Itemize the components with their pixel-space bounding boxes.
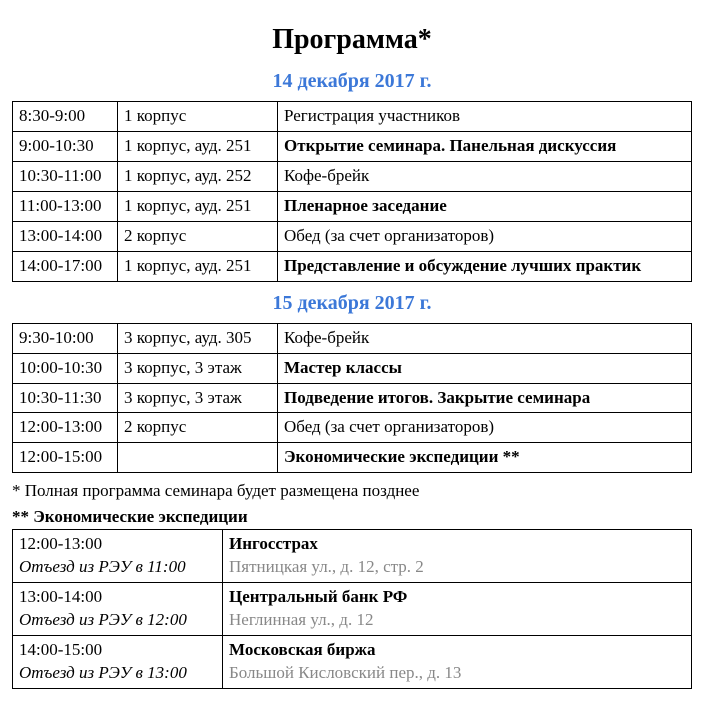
time-cell: 14:00-17:00	[13, 251, 118, 281]
desc-cell: Представление и обсуждение лучших практи…	[278, 251, 692, 281]
table-row: 8:30-9:001 корпусРегистрация участников	[13, 102, 692, 132]
place-cell: 3 корпус, ауд. 305	[118, 323, 278, 353]
exped-address: Неглинная ул., д. 12	[229, 609, 685, 632]
time-cell: 11:00-13:00	[13, 191, 118, 221]
desc-cell: Обед (за счет организаторов)	[278, 221, 692, 251]
table-row: 10:30-11:303 корпус, 3 этажПодведение ит…	[13, 383, 692, 413]
desc-cell: Подведение итогов. Закрытие семинара	[278, 383, 692, 413]
exped-org: Московская биржа	[229, 639, 685, 662]
place-cell: 3 корпус, 3 этаж	[118, 383, 278, 413]
table-row: 11:00-13:001 корпус, ауд. 251Пленарное з…	[13, 191, 692, 221]
exped-address: Большой Кисловский пер., д. 13	[229, 662, 685, 685]
time-cell: 8:30-9:00	[13, 102, 118, 132]
desc-cell: Обед (за счет организаторов)	[278, 413, 692, 443]
time-cell: 12:00-13:00	[13, 413, 118, 443]
table-row: 10:30-11:001 корпус, ауд. 252Кофе-брейк	[13, 161, 692, 191]
desc-cell: Пленарное заседание	[278, 191, 692, 221]
day1-heading: 14 декабря 2017 г.	[12, 70, 692, 93]
exped-time: 13:00-14:00	[19, 586, 216, 609]
exped-time: 12:00-13:00	[19, 533, 216, 556]
exped-desc-cell: Московская биржаБольшой Кисловский пер.,…	[223, 636, 692, 689]
table-row: 14:00-15:00Отъезд из РЭУ в 13:00Московск…	[13, 636, 692, 689]
desc-cell: Кофе-брейк	[278, 161, 692, 191]
table-row: 12:00-13:002 корпусОбед (за счет организ…	[13, 413, 692, 443]
page-title: Программа*	[12, 24, 692, 56]
exped-address: Пятницкая ул., д. 12, стр. 2	[229, 556, 685, 579]
table-row: 9:30-10:003 корпус, ауд. 305Кофе-брейк	[13, 323, 692, 353]
desc-cell: Открытие семинара. Панельная дискуссия	[278, 131, 692, 161]
time-cell: 9:00-10:30	[13, 131, 118, 161]
place-cell: 2 корпус	[118, 221, 278, 251]
exped-departure: Отъезд из РЭУ в 13:00	[19, 662, 216, 685]
table-row: 13:00-14:00Отъезд из РЭУ в 12:00Централь…	[13, 583, 692, 636]
expeditions-table: 12:00-13:00Отъезд из РЭУ в 11:00Ингосстр…	[12, 529, 692, 689]
exped-departure: Отъезд из РЭУ в 12:00	[19, 609, 216, 632]
exped-time-cell: 14:00-15:00Отъезд из РЭУ в 13:00	[13, 636, 223, 689]
desc-cell: Регистрация участников	[278, 102, 692, 132]
exped-time-cell: 13:00-14:00Отъезд из РЭУ в 12:00	[13, 583, 223, 636]
time-cell: 12:00-15:00	[13, 443, 118, 473]
exped-desc-cell: Центральный банк РФНеглинная ул., д. 12	[223, 583, 692, 636]
exped-time-cell: 12:00-13:00Отъезд из РЭУ в 11:00	[13, 530, 223, 583]
desc-cell: Мастер классы	[278, 353, 692, 383]
place-cell: 3 корпус, 3 этаж	[118, 353, 278, 383]
day2-table: 9:30-10:003 корпус, ауд. 305Кофе-брейк10…	[12, 323, 692, 474]
place-cell: 1 корпус, ауд. 251	[118, 251, 278, 281]
place-cell: 2 корпус	[118, 413, 278, 443]
table-row: 9:00-10:301 корпус, ауд. 251Открытие сем…	[13, 131, 692, 161]
time-cell: 9:30-10:00	[13, 323, 118, 353]
day1-table: 8:30-9:001 корпусРегистрация участников9…	[12, 101, 692, 282]
time-cell: 13:00-14:00	[13, 221, 118, 251]
exped-departure: Отъезд из РЭУ в 11:00	[19, 556, 216, 579]
day2-heading: 15 декабря 2017 г.	[12, 292, 692, 315]
table-row: 10:00-10:303 корпус, 3 этажМастер классы	[13, 353, 692, 383]
place-cell: 1 корпус, ауд. 251	[118, 131, 278, 161]
table-row: 12:00-15:00 Экономические экспедиции **	[13, 443, 692, 473]
exped-time: 14:00-15:00	[19, 639, 216, 662]
time-cell: 10:30-11:00	[13, 161, 118, 191]
desc-cell: Кофе-брейк	[278, 323, 692, 353]
exped-desc-cell: ИнгосстрахПятницкая ул., д. 12, стр. 2	[223, 530, 692, 583]
exped-org: Ингосстрах	[229, 533, 685, 556]
table-row: 12:00-13:00Отъезд из РЭУ в 11:00Ингосстр…	[13, 530, 692, 583]
place-cell	[118, 443, 278, 473]
exped-org: Центральный банк РФ	[229, 586, 685, 609]
place-cell: 1 корпус	[118, 102, 278, 132]
table-row: 13:00-14:002 корпусОбед (за счет организ…	[13, 221, 692, 251]
place-cell: 1 корпус, ауд. 251	[118, 191, 278, 221]
expeditions-heading: ** Экономические экспедиции	[12, 507, 692, 527]
time-cell: 10:30-11:30	[13, 383, 118, 413]
footnote-1: * Полная программа семинара будет размещ…	[12, 481, 692, 501]
desc-cell: Экономические экспедиции **	[278, 443, 692, 473]
table-row: 14:00-17:001 корпус, ауд. 251Представлен…	[13, 251, 692, 281]
place-cell: 1 корпус, ауд. 252	[118, 161, 278, 191]
time-cell: 10:00-10:30	[13, 353, 118, 383]
